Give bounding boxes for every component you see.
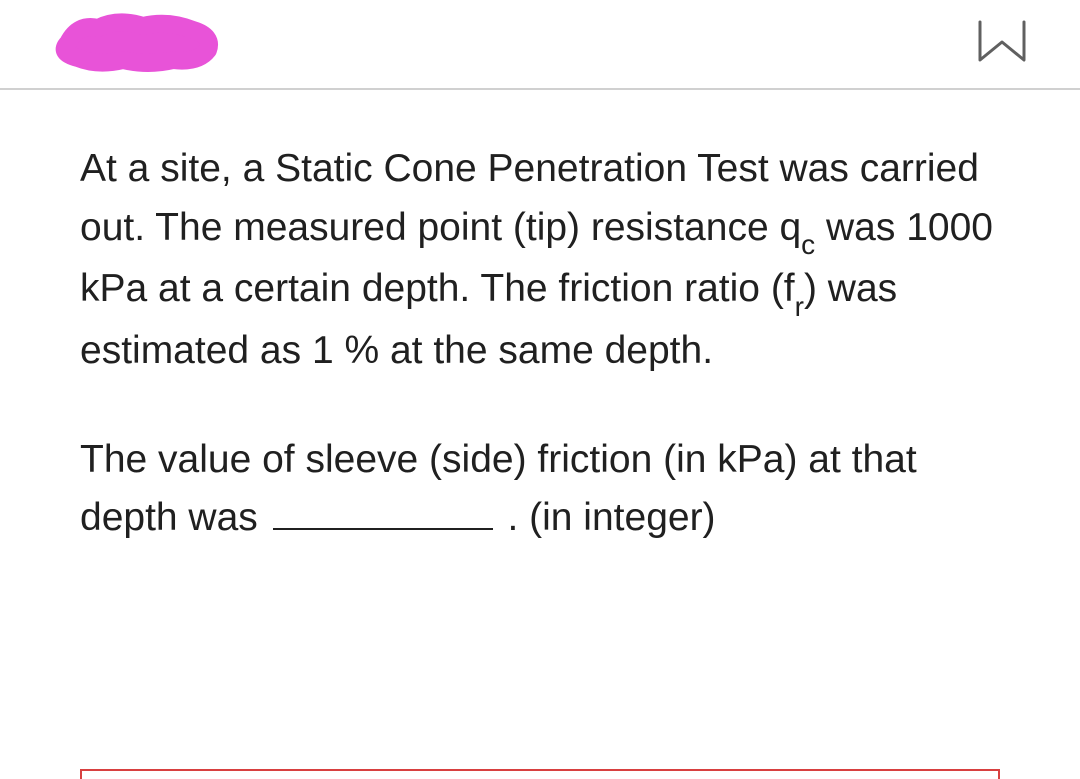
header-bar [0, 0, 1080, 90]
answer-blank[interactable] [273, 515, 493, 531]
redaction-scribble [48, 8, 228, 78]
question-paragraph-1: At a site, a Static Cone Penetration Tes… [80, 140, 1000, 381]
bookmark-icon[interactable] [972, 18, 1032, 66]
answer-box-top-border [80, 769, 1000, 779]
question-paragraph-2: The value of sleeve (side) friction (in … [80, 431, 1000, 548]
text-segment: . (in integer) [497, 496, 716, 539]
subscript-r: r [795, 291, 804, 322]
question-content: At a site, a Static Cone Penetration Tes… [0, 90, 1080, 548]
subscript-c: c [801, 229, 815, 260]
